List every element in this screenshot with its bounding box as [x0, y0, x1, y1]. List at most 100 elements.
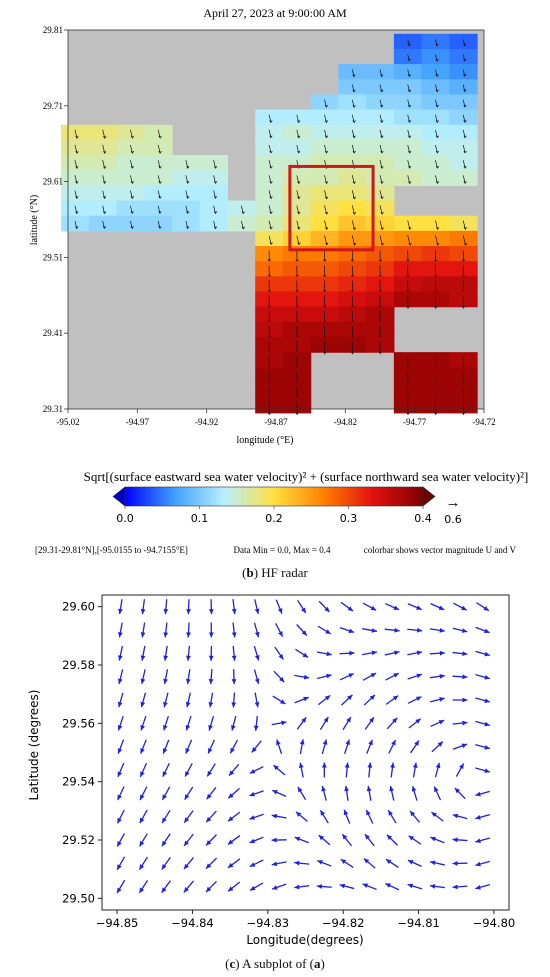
colorbar-tick-label: 0.2: [265, 512, 283, 525]
velocity-vector-head: [464, 243, 468, 246]
flow-arrow-head: [462, 697, 468, 703]
flow-arrow-head: [254, 678, 260, 684]
flow-arrow-head: [415, 718, 421, 724]
flow-arrow-head: [475, 838, 481, 843]
velocity-vector-head: [158, 165, 162, 169]
flow-arrow-head: [117, 655, 123, 661]
flow-arrow-head: [342, 834, 348, 840]
velocity-vector: [407, 69, 410, 77]
flow-arrow-head: [117, 794, 122, 801]
velocity-vector: [462, 54, 466, 62]
velocity-cell: [88, 139, 118, 156]
flow-arrow-head: [163, 632, 169, 638]
flow-arrow-head: [163, 724, 168, 731]
velocity-cell: [282, 124, 312, 141]
map-x-tick-label: -94.87: [264, 417, 288, 427]
velocity-vector-head: [269, 165, 273, 169]
velocity-vector-head: [75, 226, 79, 230]
map-y-tick-label: 29.51: [43, 252, 63, 262]
velocity-vector: [324, 220, 328, 230]
velocity-vector-head: [352, 89, 356, 93]
flow-arrow-head: [298, 762, 304, 769]
velocity-cell: [227, 215, 256, 232]
velocity-vector-head: [325, 196, 329, 200]
velocity-vector: [157, 220, 161, 229]
flow-arrow-head: [163, 678, 168, 685]
velocity-cell: [88, 200, 118, 217]
velocity-vector: [324, 190, 327, 199]
velocity-cell: [282, 200, 312, 217]
velocity-vector-head: [103, 135, 107, 139]
map-x-tick-label: -94.72: [472, 417, 495, 427]
footer-colorbar-note: colorbar shows vector magnitude U and V: [364, 545, 517, 555]
flow-arrow-head: [344, 762, 350, 768]
velocity-vector-head: [435, 181, 440, 184]
flow-arrow-head: [271, 861, 278, 867]
flow-arrow-head: [462, 651, 468, 656]
velocity-vector-head: [269, 181, 273, 184]
flow-arrow-head: [117, 817, 122, 824]
velocity-cell: [116, 185, 145, 202]
velocity-cell: [255, 200, 284, 217]
velocity-vector: [407, 84, 410, 92]
flow-arrow-head: [437, 741, 443, 747]
flow-arrow-head: [139, 864, 145, 870]
velocity-vector: [407, 99, 410, 108]
flow-arrow-head: [484, 651, 490, 657]
map-y-tick-label: 29.71: [43, 101, 63, 111]
velocity-vector: [102, 220, 105, 229]
map-x-tick-label: -95.02: [56, 417, 79, 427]
velocity-vector-head: [436, 242, 440, 246]
flow-arrow-head: [318, 835, 324, 841]
velocity-cell: [255, 139, 284, 156]
flow-arrow-head: [227, 816, 234, 822]
velocity-cell: [199, 215, 229, 232]
velocity-cell: [199, 170, 229, 186]
velocity-vector: [435, 175, 438, 184]
flow-arrow-head: [139, 817, 145, 824]
velocity-cell: [366, 155, 395, 171]
quiver-axes: −94.85 −94.84 −94.83 −94.82 −94.81 −94.80 29.5…: [62, 594, 515, 930]
velocity-vector: [296, 220, 300, 230]
flow-arrow-head: [452, 860, 458, 866]
flow-arrow-head: [462, 674, 468, 680]
velocity-vector: [462, 175, 466, 184]
flow-arrow-head: [249, 862, 256, 867]
velocity-vector-head: [408, 135, 412, 139]
velocity-vector-head: [463, 43, 467, 47]
velocity-vector: [324, 235, 328, 245]
flow-arrow-head: [117, 701, 123, 708]
flow-arrow-head: [183, 863, 189, 870]
velocity-vector: [435, 220, 438, 230]
velocity-cell: [116, 155, 145, 171]
flow-arrow-head: [254, 702, 260, 708]
flow-arrow-head: [390, 762, 395, 768]
velocity-vector-head: [75, 151, 79, 154]
velocity-vector: [213, 190, 216, 199]
velocity-cell: [449, 230, 478, 247]
velocity-vector: [296, 235, 300, 245]
velocity-vector: [102, 129, 106, 139]
velocity-cell: [310, 124, 339, 141]
velocity-vector-head: [352, 135, 356, 139]
flow-arrow-head: [430, 860, 436, 866]
flow-arrow-head: [277, 608, 283, 614]
velocity-vector-head: [380, 166, 384, 169]
velocity-cell: [421, 139, 450, 156]
velocity-vector: [351, 114, 355, 123]
quiver-plot-area: [116, 599, 491, 894]
flow-arrow-head: [161, 863, 167, 870]
flow-arrow-head: [349, 650, 355, 656]
flow-arrow-head: [206, 793, 212, 800]
flow-arrow-head: [343, 809, 349, 816]
flow-arrow-head: [394, 650, 400, 656]
velocity-vector: [435, 84, 438, 92]
velocity-vector: [296, 144, 300, 153]
velocity-cell: [282, 185, 312, 202]
highlight-box: [288, 164, 375, 252]
velocity-vector: [130, 205, 133, 214]
velocity-vector-head: [461, 305, 466, 309]
velocity-cell: [366, 139, 395, 156]
flow-arrow-head: [393, 673, 399, 678]
velocity-vector: [407, 235, 411, 246]
